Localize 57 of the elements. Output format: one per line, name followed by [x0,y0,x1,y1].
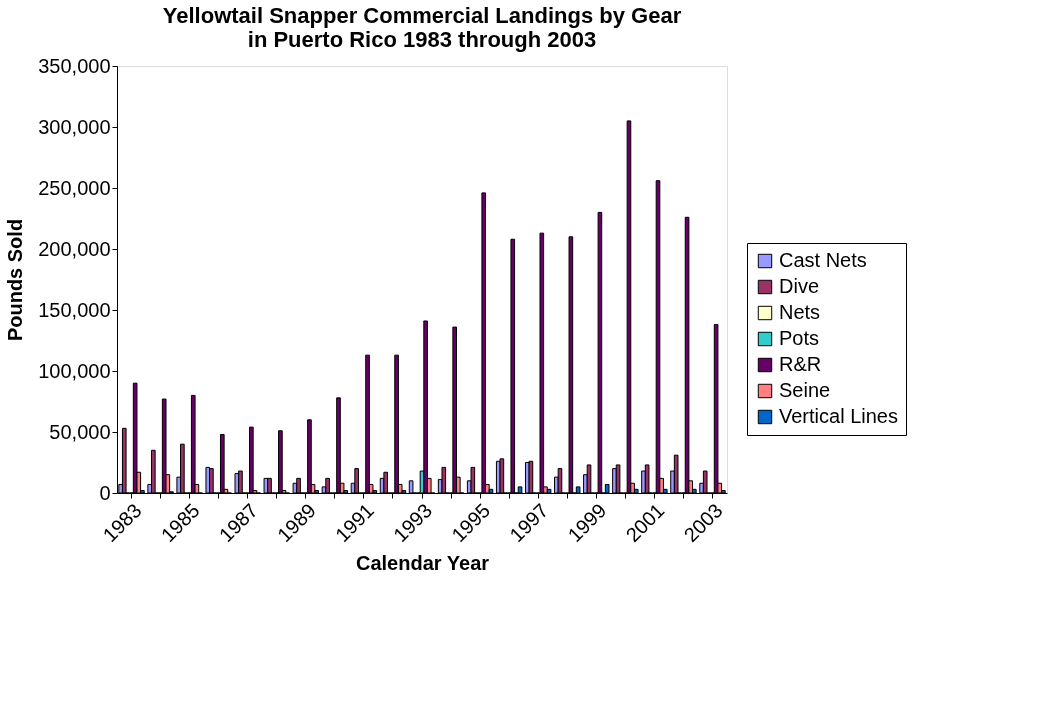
bar [307,419,312,494]
bar [626,120,632,494]
bar [481,192,487,494]
bar [354,468,359,494]
bar [673,454,679,494]
bar [470,466,476,494]
y-tick-label: 100,000 [38,359,111,382]
bar [394,354,399,494]
y-tick-label: 250,000 [38,176,111,199]
legend-label: Nets [779,301,821,323]
bar [423,320,428,494]
bar [441,466,447,494]
bar [132,382,138,494]
y-tick-label: 150,000 [38,298,111,321]
bar [452,326,457,494]
bar [644,464,650,494]
legend-label: Dive [779,275,820,297]
legend-label: Vertical Lines [779,405,898,427]
bar [539,232,545,494]
bar [365,354,370,494]
bar [190,394,196,494]
x-axis-title: Calendar Year [355,552,490,575]
y-tick-label: 200,000 [38,237,111,260]
y-tick-label: 50,000 [49,420,111,443]
bar [267,477,272,494]
y-axis-title: Pounds Sold [4,218,27,342]
legend-label: Pots [779,327,820,349]
bar [336,397,341,494]
bar [278,430,283,494]
y-tick-label: 0 [99,481,111,504]
bar [296,477,301,494]
bar [150,449,156,494]
bar [684,216,690,494]
bar [325,477,330,494]
bar [180,443,185,494]
bar [249,426,254,494]
legend-label: Seine [779,379,831,401]
legend-label: R&R [779,353,822,375]
chart-title: Yellowtail Snapper Commercial Landings by Gear in Puerto Rico 1983 through 2003 [162,3,682,52]
legend-label: Cast Nets [779,249,867,271]
bar [161,398,167,494]
bar [499,458,505,494]
bar [713,324,719,494]
bar [586,464,592,494]
bar [568,236,574,494]
bar [121,427,127,494]
y-tick-label: 350,000 [38,54,111,77]
bar [383,471,389,494]
bar [238,470,243,494]
bar [702,470,708,494]
bar [615,464,621,494]
bar [528,460,534,494]
bar [219,433,225,494]
bar [597,211,603,494]
bar [209,468,214,494]
bar [510,238,516,494]
y-tick-label: 300,000 [38,115,111,138]
